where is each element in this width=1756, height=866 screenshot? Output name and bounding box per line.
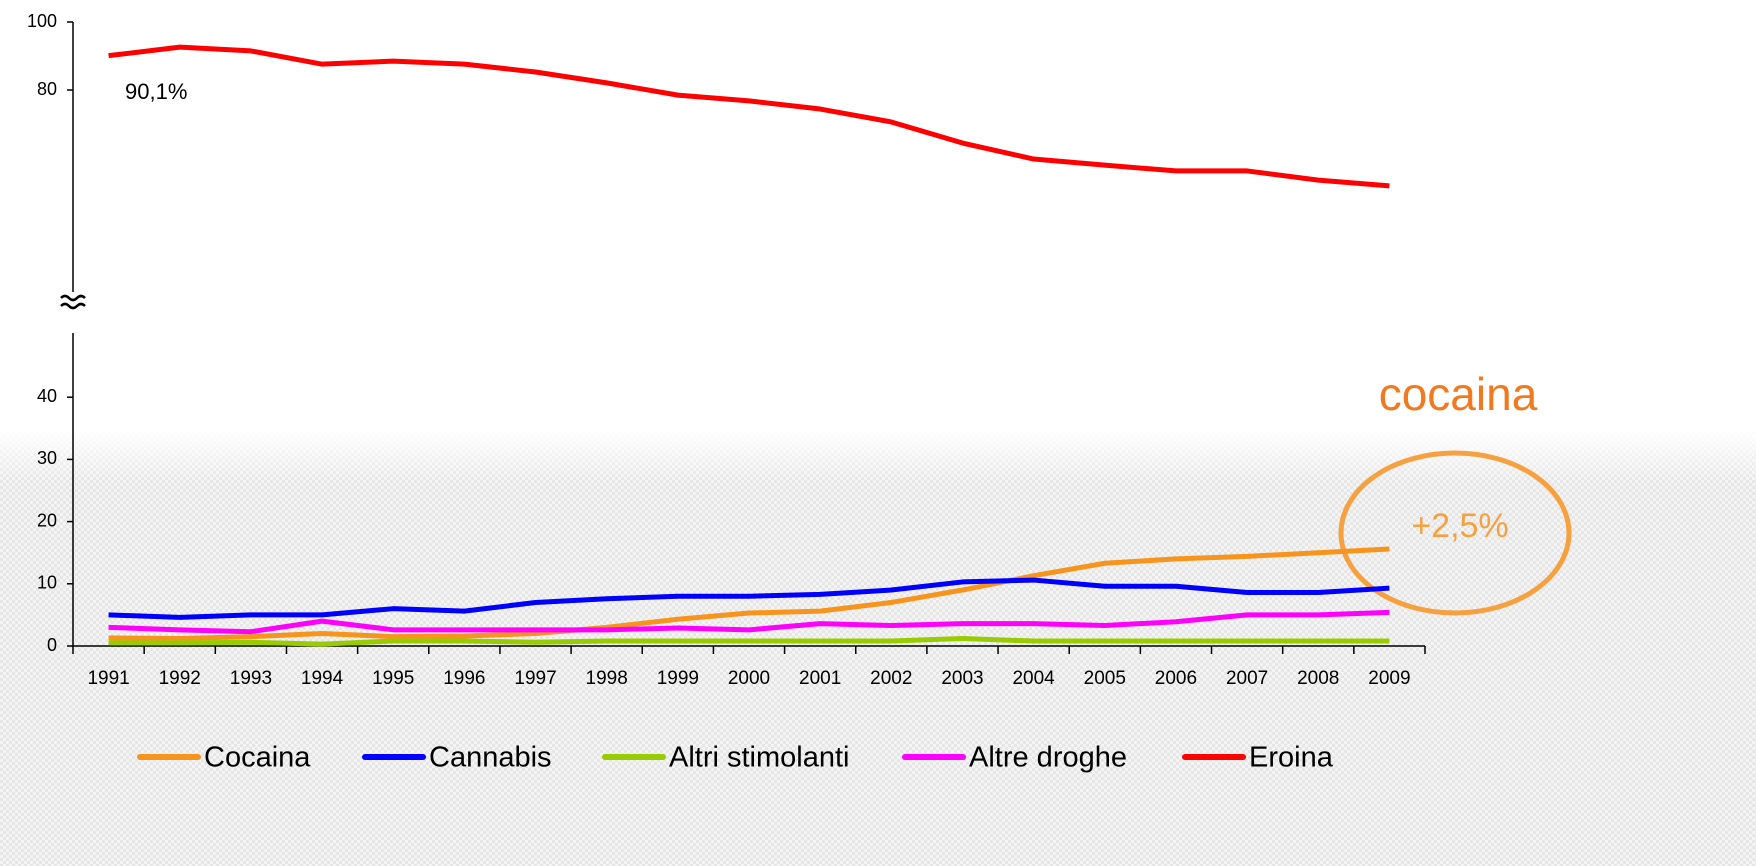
background-fade	[0, 430, 1756, 866]
series-line	[108, 609, 1390, 635]
y-tick-label: 0	[47, 635, 57, 655]
x-tick-label: 2005	[1084, 668, 1126, 689]
axis-break	[60, 294, 86, 310]
x-tick-label: 1996	[443, 668, 485, 689]
series-line	[108, 546, 1390, 642]
x-tick-label: 2001	[799, 668, 841, 689]
x-tick-label: 2004	[1012, 668, 1055, 689]
annotation: 90,1%	[125, 79, 187, 104]
x-tick-label: 2009	[1368, 668, 1410, 689]
y-tick-label: 40	[37, 386, 57, 406]
series-line	[108, 636, 1390, 647]
annotation: cocaina	[1379, 368, 1538, 420]
x-tick-label: 1991	[87, 668, 129, 689]
x-tick-label: 1994	[301, 668, 344, 689]
x-tick-label: 1993	[230, 668, 272, 689]
legend-label: Cannabis	[429, 742, 552, 774]
legend-label: Eroina	[1249, 742, 1334, 774]
x-tick-label: 2003	[941, 668, 983, 689]
x-tick-label: 1999	[657, 668, 699, 689]
legend-label: Cocaina	[204, 742, 311, 774]
x-tick-label: 1997	[514, 668, 556, 689]
x-tick-label: 2007	[1226, 668, 1268, 689]
x-tick-label: 2006	[1155, 668, 1197, 689]
y-tick-label: 10	[37, 573, 57, 593]
x-tick-label: 1998	[586, 668, 628, 689]
x-tick-label: 2000	[728, 668, 770, 689]
legend-label: Altre droghe	[969, 742, 1127, 774]
series-line	[108, 577, 1390, 620]
y2-tick-label: 80	[37, 79, 57, 99]
x-tick-label: 2008	[1297, 668, 1339, 689]
annotation: +2,5%	[1411, 507, 1508, 545]
y2-tick-label: 100	[27, 11, 57, 31]
x-tick-label: 1995	[372, 668, 414, 689]
legend-label: Altri stimolanti	[669, 742, 850, 774]
highlight-ellipse	[1338, 450, 1572, 616]
y-tick-label: 30	[37, 448, 57, 468]
series-line	[108, 44, 1390, 189]
y-tick-label: 20	[37, 510, 57, 530]
x-tick-label: 2002	[870, 668, 912, 689]
x-tick-label: 1992	[159, 668, 201, 689]
